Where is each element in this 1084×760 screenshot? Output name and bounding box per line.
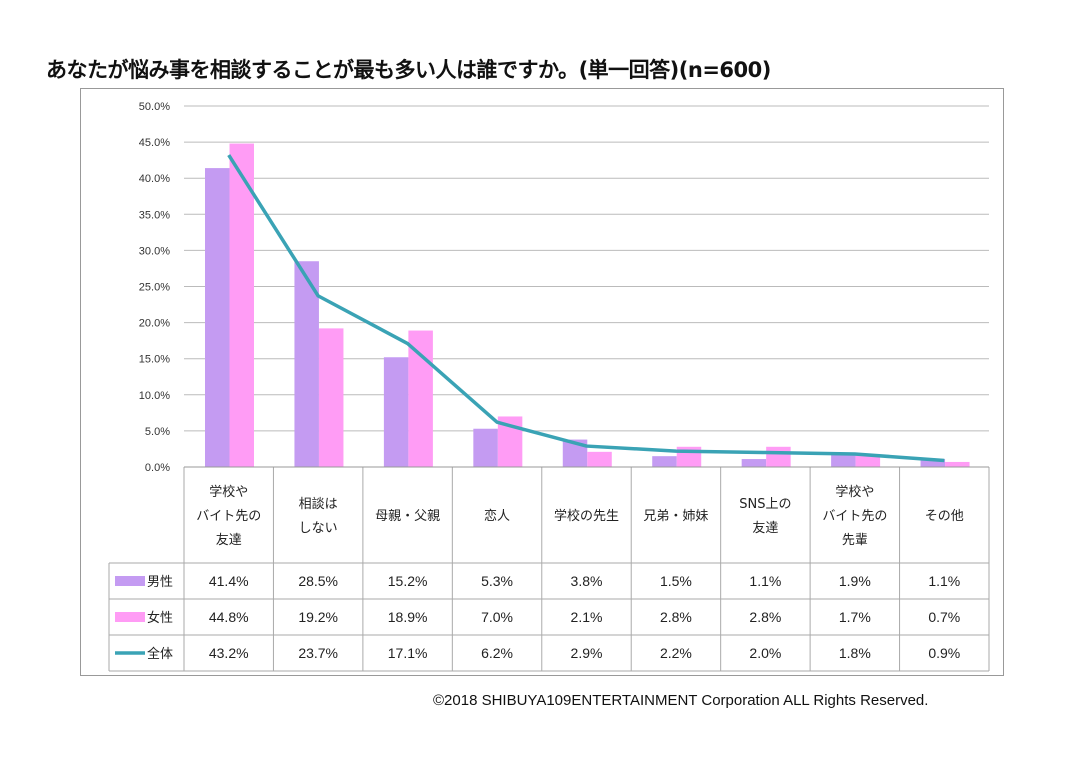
y-tick-label: 5.0% <box>145 426 170 438</box>
legend-key-女性 <box>115 612 145 622</box>
data-label: 2.9% <box>571 645 603 661</box>
data-label: 2.1% <box>571 609 603 625</box>
y-tick-label: 20.0% <box>139 318 170 330</box>
category-label: しない <box>299 521 338 536</box>
data-label: 0.9% <box>928 645 960 661</box>
category-label: 母親・父親 <box>375 509 440 524</box>
bar-男性 <box>383 357 409 467</box>
data-label: 2.8% <box>660 609 692 625</box>
category-label: 友達 <box>216 532 242 548</box>
y-tick-label: 25.0% <box>139 282 170 294</box>
category-label: 学校や <box>209 484 248 500</box>
data-label: 3.8% <box>571 573 603 589</box>
data-label: 1.1% <box>749 573 781 589</box>
bar-女性 <box>945 461 970 467</box>
category-label: 恋人 <box>484 508 510 524</box>
copyright: ©2018 SHIBUYA109ENTERTAINMENT Corporatio… <box>433 692 929 709</box>
y-tick-label: 0.0% <box>145 462 170 474</box>
legend-label: 男性 <box>147 575 173 590</box>
bar-女性 <box>855 454 881 467</box>
data-label: 23.7% <box>298 645 338 661</box>
y-tick-label: 15.0% <box>139 354 170 366</box>
chart-title: あなたが悩み事を相談することが最も多い人は誰ですか。(単一回答)(n=600) <box>46 58 771 82</box>
legend-label: 女性 <box>147 610 173 626</box>
data-label: 18.9% <box>388 609 428 625</box>
y-tick-label: 40.0% <box>139 173 170 185</box>
data-label: 5.3% <box>481 573 513 589</box>
data-label: 2.2% <box>660 645 692 661</box>
category-label: 兄弟・姉妹 <box>643 509 708 524</box>
category-label: SNS上の <box>739 497 791 512</box>
bar-男性 <box>473 428 498 467</box>
bar-男性 <box>652 456 677 467</box>
bar-男性 <box>294 261 319 467</box>
data-label: 28.5% <box>298 573 338 589</box>
data-label: 1.1% <box>928 573 960 589</box>
data-label: 15.2% <box>388 573 428 589</box>
data-label: 6.2% <box>481 645 513 661</box>
data-label: 1.9% <box>839 573 871 589</box>
bar-女性 <box>229 143 254 467</box>
category-label: 友達 <box>752 520 778 536</box>
bar-男性 <box>205 168 230 467</box>
data-label: 0.7% <box>928 609 960 625</box>
bar-男性 <box>741 459 767 467</box>
data-label: 2.0% <box>749 645 781 661</box>
data-label: 1.5% <box>660 573 692 589</box>
bar-男性 <box>920 459 946 467</box>
data-label: 41.4% <box>209 573 249 589</box>
y-tick-label: 50.0% <box>139 101 170 113</box>
data-label: 1.7% <box>839 609 871 625</box>
line-全体 <box>227 154 945 463</box>
y-tick-label: 10.0% <box>139 390 170 402</box>
category-label: 相談は <box>299 496 338 512</box>
legend-key-男性 <box>115 576 145 586</box>
data-label: 44.8% <box>209 609 249 625</box>
category-label: その他 <box>925 509 964 524</box>
y-tick-label: 35.0% <box>139 209 170 221</box>
category-label: バイト先の <box>196 509 261 524</box>
bar-男性 <box>831 453 856 467</box>
data-label: 17.1% <box>388 645 428 661</box>
category-label: 先輩 <box>842 533 868 548</box>
category-label: 学校の先生 <box>554 508 619 524</box>
data-label: 1.8% <box>839 645 871 661</box>
bar-女性 <box>587 451 612 467</box>
y-tick-label: 30.0% <box>139 245 170 257</box>
category-label: バイト先の <box>822 509 887 524</box>
bar-女性 <box>318 328 344 467</box>
bar-女性 <box>408 330 433 467</box>
y-tick-label: 45.0% <box>139 137 170 149</box>
chart-frame: 0.0% 5.0% 10.0% 15.0% 20.0% 25.0% 30.0% 35.0% 40… <box>80 88 1004 676</box>
data-label: 19.2% <box>298 609 338 625</box>
category-label: 学校や <box>835 484 874 500</box>
bar-女性 <box>766 446 791 467</box>
legend-label: 全体 <box>147 646 173 662</box>
data-label: 43.2% <box>209 645 249 661</box>
chart-svg: 0.0% 5.0% 10.0% 15.0% 20.0% 25.0% 30.0% 35.0% 40… <box>108 101 990 672</box>
data-label: 7.0% <box>481 609 513 625</box>
data-label: 2.8% <box>749 609 781 625</box>
